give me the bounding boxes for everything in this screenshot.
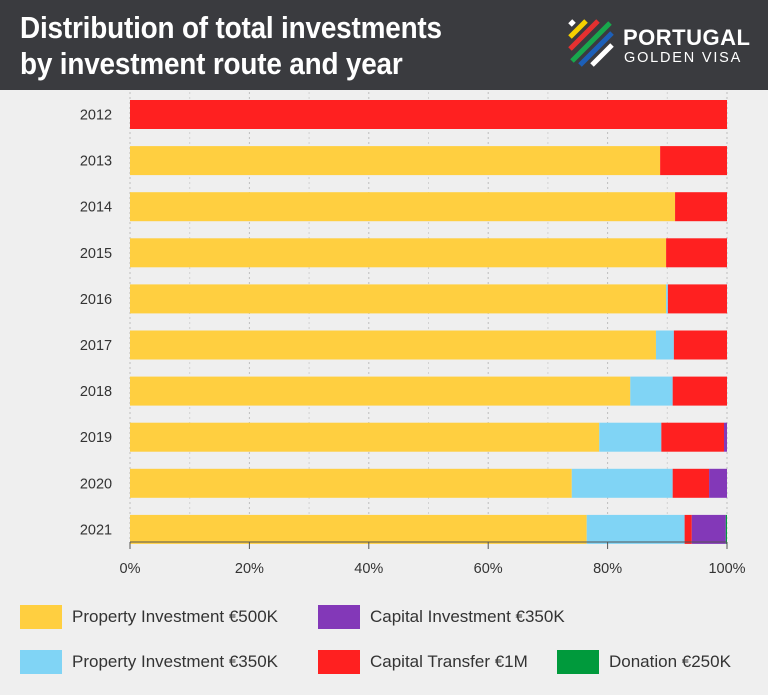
y-tick-label: 2013 — [80, 154, 112, 170]
header: Distribution of total investments by inv… — [0, 0, 768, 90]
bar-segment — [724, 422, 727, 452]
bar-segment — [586, 514, 685, 544]
legend-label: Donation €250K — [609, 652, 731, 671]
legend-label: Property Investment €500K — [72, 607, 279, 626]
y-tick-label: 2018 — [80, 384, 112, 400]
stacked-bar-chart: 0% 20% 40% 60% 80% 100% 2012 2013 2014 2015 2016 20… — [80, 92, 746, 577]
bar-segment — [130, 146, 661, 176]
bar-segment — [130, 330, 656, 360]
logo-text-golden-visa: GOLDEN VISA — [624, 50, 743, 66]
x-tick-label: 0% — [120, 561, 141, 577]
bar-segment — [130, 422, 600, 452]
x-tick-label: 80% — [593, 561, 622, 577]
y-tick-label: 2012 — [80, 108, 112, 124]
bar-segment — [130, 192, 676, 222]
legend-label: Property Investment €350K — [72, 652, 279, 671]
bar-segment — [684, 514, 692, 544]
bar-segment — [599, 422, 662, 452]
bar-segment — [660, 146, 727, 176]
bar-segment — [130, 376, 631, 406]
legend-swatch — [318, 650, 360, 674]
chart-title-line-2: by investment route and year — [20, 46, 403, 81]
legend-swatch — [20, 650, 62, 674]
bar-segment — [130, 100, 727, 129]
chart-title: Distribution of total investments by inv… — [20, 10, 442, 82]
bar-segment — [667, 284, 727, 314]
legend-item: Property Investment €500K — [20, 604, 278, 630]
bar-segment — [630, 376, 673, 406]
y-tick-label: 2020 — [80, 476, 112, 492]
logo-emblem-icon — [568, 19, 614, 67]
y-tick-label: 2017 — [80, 338, 112, 354]
bar-segment — [571, 468, 673, 498]
x-tick-label: 100% — [708, 561, 745, 577]
chart-legend: Property Investment €500K Capital Investm… — [0, 595, 768, 695]
bar-segment — [675, 192, 727, 222]
bar-segment — [666, 284, 668, 314]
bar-segment — [130, 514, 587, 544]
x-tick-label: 60% — [474, 561, 503, 577]
x-tick-label: 40% — [354, 561, 383, 577]
legend-label: Capital Transfer €1M — [370, 652, 528, 671]
y-tick-label: 2019 — [80, 430, 112, 446]
y-tick-label: 2016 — [80, 292, 112, 308]
legend-swatch — [20, 605, 62, 629]
bar-segment — [673, 330, 727, 360]
bar-segment — [725, 514, 727, 544]
portugal-golden-visa-logo: PORTUGAL GOLDEN VISA — [566, 17, 756, 73]
legend-item: Capital Transfer €1M — [318, 649, 528, 675]
bar-segment — [655, 330, 674, 360]
bar-segment — [666, 238, 727, 268]
bar-segment — [661, 422, 725, 452]
bar-segment — [130, 284, 667, 314]
chart-title-line-1: Distribution of total investments — [20, 10, 442, 45]
bar-segment — [691, 514, 726, 544]
bar-segment — [709, 468, 727, 498]
y-tick-label: 2015 — [80, 246, 112, 262]
logo-text-portugal: PORTUGAL — [623, 25, 751, 50]
y-tick-label: 2014 — [80, 200, 112, 216]
legend-label: Capital Investment €350K — [370, 607, 565, 626]
legend-swatch — [557, 650, 599, 674]
y-tick-label: 2021 — [80, 522, 112, 538]
bar-segment — [672, 468, 710, 498]
legend-item: Donation €250K — [557, 649, 731, 675]
legend-item: Capital Investment €350K — [318, 604, 565, 630]
legend-swatch — [318, 605, 360, 629]
bar-segment — [130, 238, 667, 268]
legend-item: Property Investment €350K — [20, 649, 278, 675]
bar-segment — [672, 376, 727, 406]
x-tick-label: 20% — [235, 561, 264, 577]
bar-segment — [130, 468, 572, 498]
